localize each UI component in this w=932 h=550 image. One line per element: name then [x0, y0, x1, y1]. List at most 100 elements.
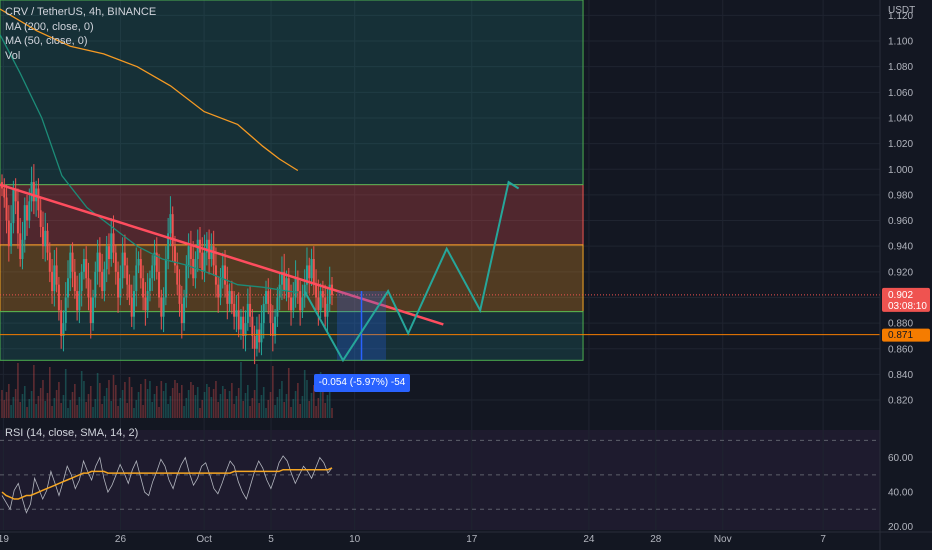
candle-body [151, 265, 154, 279]
zone-green [0, 0, 584, 186]
volume-bar [249, 406, 251, 418]
volume-bar [33, 365, 35, 418]
candle-body [101, 271, 104, 292]
countdown-label: 03:08:10 [888, 301, 927, 312]
candle-body [128, 284, 131, 298]
volume-bar [158, 407, 160, 418]
candle-body [62, 323, 65, 336]
candle-body [196, 239, 199, 260]
time-tick-label: 28 [650, 534, 662, 545]
candle-body [292, 297, 295, 311]
volume-bar [44, 401, 47, 418]
volume-bar [258, 403, 260, 418]
volume-bar [39, 388, 42, 418]
volume-legend[interactable]: Vol [5, 49, 21, 62]
volume-bar [331, 408, 333, 418]
candle-body [39, 210, 42, 227]
candle-body [53, 265, 56, 292]
candle-body [144, 297, 147, 311]
candle-body [14, 188, 17, 202]
candle-body [5, 197, 8, 221]
candle-body [328, 284, 331, 304]
volume-bar [130, 387, 133, 418]
volume-bar [169, 396, 172, 418]
volume-bar [178, 393, 181, 418]
volume-bar [231, 383, 233, 418]
candle-body [201, 252, 204, 272]
volume-bar [58, 382, 60, 418]
candle-body [239, 316, 242, 330]
candle-body [26, 205, 29, 221]
volume-bar [274, 405, 276, 418]
candle-body [326, 303, 329, 317]
volume-bar [74, 384, 76, 418]
trendline [0, 183, 444, 326]
symbol-title[interactable]: CRV / TetherUS, 4h, BINANCE [5, 6, 157, 18]
ma200-legend[interactable]: MA (200, close, 0) [5, 20, 94, 33]
price-tick-label: 0.920 [888, 267, 913, 278]
volume-bar [96, 373, 99, 418]
candle-body [210, 246, 213, 260]
candle-body [119, 278, 122, 298]
candle-body [173, 246, 176, 266]
volume-bar [87, 394, 90, 418]
currency-label: USDT [888, 5, 915, 16]
volume-bar [128, 377, 131, 418]
candle-body [237, 310, 240, 330]
volume-bar [21, 394, 24, 418]
volume-bar [78, 397, 81, 418]
projection-path [303, 180, 520, 363]
candle-body [117, 271, 120, 298]
volume-bar [14, 389, 17, 418]
time-tick-label: 17 [466, 534, 478, 545]
price-tick-label: 0.940 [888, 242, 913, 253]
volume-bar [174, 380, 176, 418]
volume-bar [110, 401, 113, 418]
volume-bar [62, 395, 65, 418]
volume-bar [246, 385, 249, 418]
ma50-legend[interactable]: MA (50, close, 0) [5, 35, 88, 47]
volume-bar [55, 390, 58, 418]
volume-bar [301, 396, 304, 418]
candle-body [162, 297, 165, 317]
price-tick-label: 0.840 [888, 370, 913, 381]
candle-body [226, 284, 229, 304]
time-tick-label: 10 [349, 534, 361, 545]
volume-bar [3, 400, 6, 418]
price-tick-label: 1.100 [888, 37, 913, 48]
candle-body [123, 252, 126, 266]
candle-body [130, 297, 133, 317]
volume-bar [46, 393, 49, 418]
candle-body [242, 316, 245, 336]
volume-bar [297, 383, 299, 418]
price-tick-label: 0.980 [888, 190, 913, 201]
candle-body [189, 246, 192, 260]
volume-bar [37, 396, 40, 418]
volume-bar [80, 371, 83, 418]
rsi-tick-label: 60.00 [888, 453, 913, 464]
volume-bar [326, 395, 329, 418]
volume-bar [8, 384, 10, 418]
volume-bar [146, 389, 149, 418]
candle-body [32, 182, 35, 202]
price-axis [880, 0, 932, 550]
volume-bar [71, 392, 74, 418]
volume-bar [17, 363, 19, 418]
candle-body [51, 271, 54, 292]
volume-bar [224, 389, 226, 418]
candle-body [244, 323, 247, 336]
rsi-legend[interactable]: RSI (14, close, SMA, 14, 2) [5, 427, 139, 439]
volume-bar [92, 407, 94, 418]
line-label: 0.871 [888, 330, 913, 341]
time-tick-label: Nov [714, 534, 732, 545]
volume-bar [208, 387, 210, 418]
rsi-tick-label: 40.00 [888, 488, 913, 499]
candle-body [235, 310, 238, 317]
volume-bar [187, 390, 190, 418]
volume-bar [203, 392, 206, 418]
volume-bar [126, 403, 128, 418]
candle-body [233, 303, 236, 317]
volume-bar [160, 381, 163, 418]
candle-body [199, 239, 201, 253]
